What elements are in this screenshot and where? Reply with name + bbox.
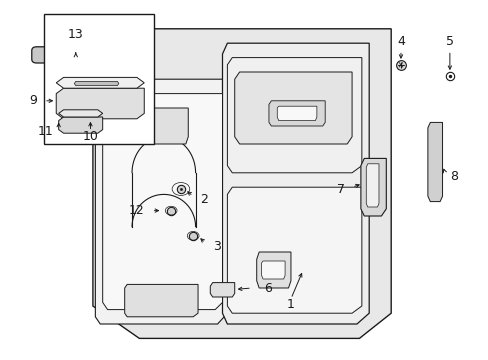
Text: 6: 6 [264,282,271,294]
Polygon shape [261,261,285,279]
Polygon shape [366,164,378,207]
Polygon shape [277,106,316,121]
Polygon shape [56,88,144,119]
Polygon shape [427,122,442,202]
Polygon shape [268,101,325,126]
Polygon shape [227,58,361,173]
Polygon shape [102,94,222,310]
Polygon shape [227,187,361,313]
Text: 4: 4 [396,35,404,48]
Text: 9: 9 [29,94,37,107]
Polygon shape [59,117,102,133]
Polygon shape [139,108,188,144]
Polygon shape [74,81,119,86]
Text: 12: 12 [128,204,144,217]
Text: 2: 2 [200,193,208,206]
Text: 8: 8 [449,170,457,183]
Polygon shape [95,79,227,324]
Polygon shape [234,72,351,144]
Polygon shape [222,43,368,324]
FancyBboxPatch shape [32,47,127,63]
Polygon shape [256,252,290,288]
Text: 11: 11 [38,125,54,138]
Polygon shape [56,77,144,88]
Bar [44,14,154,144]
Text: 7: 7 [336,183,344,195]
Text: 3: 3 [212,240,220,253]
Polygon shape [210,283,234,297]
Polygon shape [59,110,102,117]
Text: 5: 5 [445,35,453,48]
Polygon shape [93,29,390,338]
Polygon shape [360,158,386,216]
Text: 1: 1 [286,298,294,311]
Text: 13: 13 [68,28,83,41]
Text: 10: 10 [82,130,98,143]
Polygon shape [124,284,198,317]
